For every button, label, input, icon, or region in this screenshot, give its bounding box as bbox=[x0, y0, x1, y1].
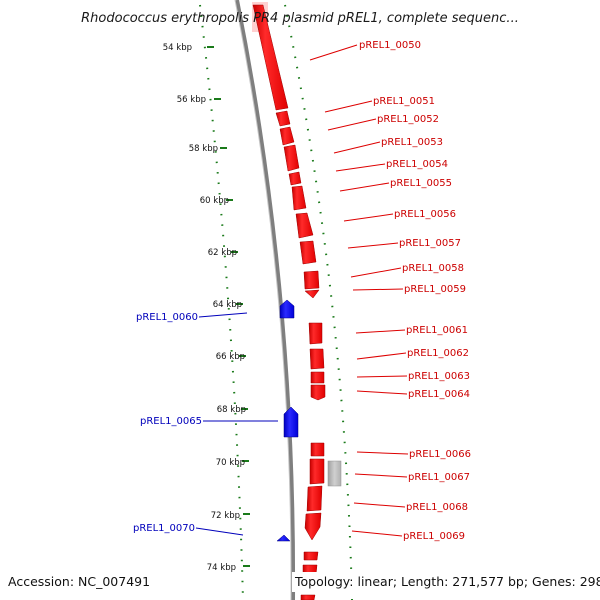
gene-arrow[interactable] bbox=[309, 348, 325, 370]
gene-label[interactable]: pREL1_0052 bbox=[377, 114, 439, 125]
kbp-label: 60 kbp bbox=[200, 196, 229, 206]
accession-bg bbox=[4, 572, 160, 592]
gene-label[interactable]: pREL1_0062 bbox=[407, 348, 469, 359]
gene-label[interactable]: pREL1_0066 bbox=[409, 449, 471, 460]
gene-label[interactable]: pREL1_0055 bbox=[390, 178, 452, 189]
reverse-gene-labels: pREL1_0060 pREL1_0065 pREL1_0070 bbox=[133, 312, 202, 534]
gene-arrow[interactable] bbox=[276, 534, 291, 542]
gene-label[interactable]: pREL1_0064 bbox=[408, 389, 470, 400]
forward-gene-track bbox=[252, 2, 326, 600]
gene-label[interactable]: pREL1_0050 bbox=[359, 40, 421, 51]
gray-feature[interactable] bbox=[327, 460, 342, 487]
gene-label[interactable]: pREL1_0059 bbox=[404, 284, 466, 295]
gene-arrow[interactable] bbox=[304, 512, 322, 541]
accession-label: Accession: NC_007491 bbox=[8, 574, 150, 589]
genome-backbone bbox=[235, 0, 296, 600]
kbp-labels: 54 kbp 56 kbp 58 kbp 60 kbp 62 kbp 64 kb… bbox=[163, 43, 246, 573]
gene-arrow[interactable] bbox=[275, 110, 291, 127]
kbp-label: 62 kbp bbox=[208, 248, 237, 258]
gene-label[interactable]: pREL1_0061 bbox=[406, 325, 468, 336]
gene-arrow[interactable] bbox=[300, 594, 316, 600]
kbp-label: 54 kbp bbox=[163, 43, 192, 53]
topology-label: Topology: linear; Length: 271,577 bp; Ge… bbox=[294, 574, 600, 589]
gene-arrow[interactable] bbox=[310, 371, 325, 384]
gene-arrow[interactable] bbox=[303, 551, 319, 561]
gene-label[interactable]: pREL1_0056 bbox=[394, 209, 456, 220]
gene-arrow[interactable] bbox=[304, 289, 320, 299]
gene-arrow[interactable] bbox=[279, 126, 295, 146]
topology-bg bbox=[292, 572, 598, 592]
gene-arrow[interactable] bbox=[252, 4, 289, 111]
gene-arrow[interactable] bbox=[310, 442, 325, 457]
kbp-label: 68 kbp bbox=[217, 405, 246, 415]
gene-arrow[interactable] bbox=[283, 144, 300, 172]
kbp-label: 58 kbp bbox=[189, 144, 218, 154]
gene-arrow[interactable] bbox=[310, 384, 326, 401]
reverse-gene-track bbox=[276, 299, 299, 542]
gene-arrow[interactable] bbox=[291, 185, 307, 211]
map-title: Rhodococcus erythropolis PR4 plasmid pRE… bbox=[81, 11, 519, 26]
gene-label[interactable]: pREL1_0057 bbox=[399, 238, 461, 249]
gene-arrow[interactable] bbox=[283, 406, 299, 438]
gene-label[interactable]: pREL1_0065 bbox=[140, 416, 202, 427]
kbp-label: 74 kbp bbox=[207, 563, 236, 573]
gene-label[interactable]: pREL1_0070 bbox=[133, 523, 195, 534]
gene-arrow[interactable] bbox=[303, 270, 320, 290]
gene-label[interactable]: pREL1_0068 bbox=[406, 502, 468, 513]
forward-gene-labels: pREL1_0050 pREL1_0051 pREL1_0052 pREL1_0… bbox=[359, 40, 471, 542]
kbp-ticks bbox=[207, 46, 250, 567]
gene-arrow[interactable] bbox=[279, 299, 295, 319]
gene-arrow[interactable] bbox=[299, 240, 317, 265]
gene-arrow[interactable] bbox=[295, 212, 314, 239]
gene-label[interactable]: pREL1_0054 bbox=[386, 159, 448, 170]
genome-backbone-highlight bbox=[234, 0, 292, 600]
gene-arrow[interactable] bbox=[306, 485, 323, 512]
gene-arrow[interactable] bbox=[309, 458, 325, 485]
outer-tick-ring bbox=[284, 4, 353, 600]
gene-label[interactable]: pREL1_0069 bbox=[403, 531, 465, 542]
gene-label[interactable]: pREL1_0067 bbox=[408, 472, 470, 483]
gene-label[interactable]: pREL1_0051 bbox=[373, 96, 435, 107]
kbp-label: 70 kbp bbox=[216, 458, 245, 468]
reverse-label-leaders bbox=[195, 312, 278, 536]
kbp-label: 72 kbp bbox=[211, 511, 240, 521]
kbp-label: 64 kbp bbox=[213, 300, 242, 310]
gene-arrow[interactable] bbox=[308, 322, 323, 345]
gene-label[interactable]: pREL1_0058 bbox=[402, 263, 464, 274]
gene-label[interactable]: pREL1_0053 bbox=[381, 137, 443, 148]
gene-arrow[interactable] bbox=[288, 171, 302, 186]
forward-label-leaders bbox=[309, 44, 409, 537]
gene-label[interactable]: pREL1_0060 bbox=[136, 312, 198, 323]
gene-label[interactable]: pREL1_0063 bbox=[408, 371, 470, 382]
kbp-label: 66 kbp bbox=[216, 352, 245, 362]
kbp-label: 56 kbp bbox=[177, 95, 206, 105]
